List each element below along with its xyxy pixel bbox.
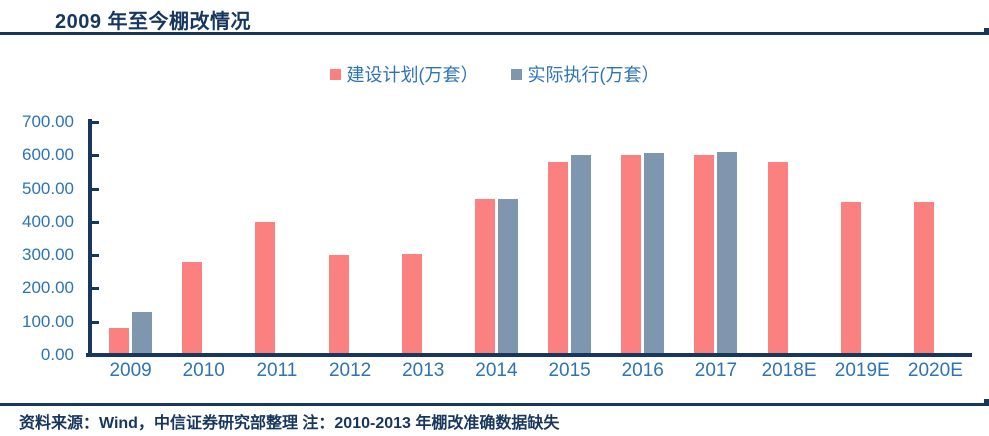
bar-actual-2014 xyxy=(497,199,518,355)
bar-actual-2015 xyxy=(571,155,592,355)
y-tick-400 xyxy=(92,220,99,224)
bar-actual-2016 xyxy=(644,153,665,355)
legend-item-actual: 实际执行(万套） xyxy=(510,61,660,87)
x-label-2016: 2016 xyxy=(621,360,664,381)
title-rule xyxy=(0,32,989,35)
x-label-2011: 2011 xyxy=(256,360,298,381)
legend-item-plan: 建设计划(万套） xyxy=(329,61,479,87)
x-label-2015: 2015 xyxy=(548,360,591,381)
y-tick-label-400: 400.00 xyxy=(22,211,74,231)
bar-group-2016 xyxy=(606,122,679,355)
bar-plan-2015 xyxy=(548,162,569,355)
y-tick-label-600: 600.00 xyxy=(22,145,74,165)
y-axis-line xyxy=(88,119,92,357)
legend-swatch-actual xyxy=(510,68,522,80)
bar-plan-2017 xyxy=(694,155,715,355)
bar-plan-2019E xyxy=(840,202,861,355)
x-axis-line xyxy=(86,353,972,357)
chart-legend: 建设计划(万套） 实际执行(万套） xyxy=(0,61,989,87)
bar-plan-2020E xyxy=(913,202,934,355)
source-note: 资料来源：Wind，中信证券研究部整理 注：2010-2013 年棚改准确数据缺… xyxy=(19,415,560,432)
bar-group-2018E xyxy=(753,122,826,355)
bar-group-2017 xyxy=(679,122,752,355)
y-tick-label-100: 100.00 xyxy=(22,311,74,331)
x-label-2019E: 2019E xyxy=(834,360,890,381)
x-label-2014: 2014 xyxy=(475,360,518,381)
y-tick-label-0: 0.00 xyxy=(40,345,74,364)
y-tick-100 xyxy=(92,320,99,324)
bar-group-2011 xyxy=(240,122,313,355)
bar-plan-2016 xyxy=(621,155,642,355)
y-tick-200 xyxy=(92,287,99,291)
page-title: 2009 年至今棚改情况 xyxy=(55,11,252,33)
x-label-2018E: 2018E xyxy=(761,360,817,381)
bar-plan-2013 xyxy=(401,254,422,355)
y-tick-label-300: 300.00 xyxy=(22,245,74,265)
bar-group-2009 xyxy=(94,122,167,355)
footer-rule xyxy=(0,403,989,406)
y-tick-label-200: 200.00 xyxy=(22,278,74,298)
bar-group-2019E xyxy=(826,122,899,355)
y-tick-600 xyxy=(92,154,99,158)
bar-group-2015 xyxy=(533,122,606,355)
bar-group-2013 xyxy=(387,122,460,355)
bar-plan-2011 xyxy=(255,222,276,355)
x-label-2017: 2017 xyxy=(694,360,738,381)
footer-rule-end-marker xyxy=(984,399,989,404)
x-label-2010: 2010 xyxy=(182,360,225,381)
bar-actual-2009 xyxy=(132,312,153,355)
bar-actual-2017 xyxy=(717,152,738,355)
y-tick-label-700: 700.00 xyxy=(22,112,74,131)
title-rule-end-marker xyxy=(984,28,989,33)
y-tick-300 xyxy=(92,254,99,258)
bar-group-2020E xyxy=(899,122,972,355)
x-label-2009: 2009 xyxy=(109,360,152,381)
x-label-2020E: 2020E xyxy=(907,360,963,381)
bar-plan-2009 xyxy=(109,328,130,355)
bar-plan-2010 xyxy=(182,262,203,355)
bar-group-2012 xyxy=(314,122,387,355)
x-label-2012: 2012 xyxy=(328,360,372,381)
legend-label-plan: 建设计划(万套） xyxy=(346,65,479,85)
legend-swatch-plan xyxy=(329,68,341,80)
bar-plan-2012 xyxy=(328,255,349,355)
y-tick-label-500: 500.00 xyxy=(22,178,74,198)
bar-group-2014 xyxy=(460,122,533,355)
bar-plan-2018E xyxy=(767,162,788,355)
y-tick-500 xyxy=(92,187,99,191)
legend-label-actual: 实际执行(万套） xyxy=(527,65,660,85)
bar-plan-2014 xyxy=(474,199,495,355)
bar-group-2010 xyxy=(167,122,240,355)
y-tick-700 xyxy=(92,121,99,124)
x-label-2013: 2013 xyxy=(402,360,445,381)
